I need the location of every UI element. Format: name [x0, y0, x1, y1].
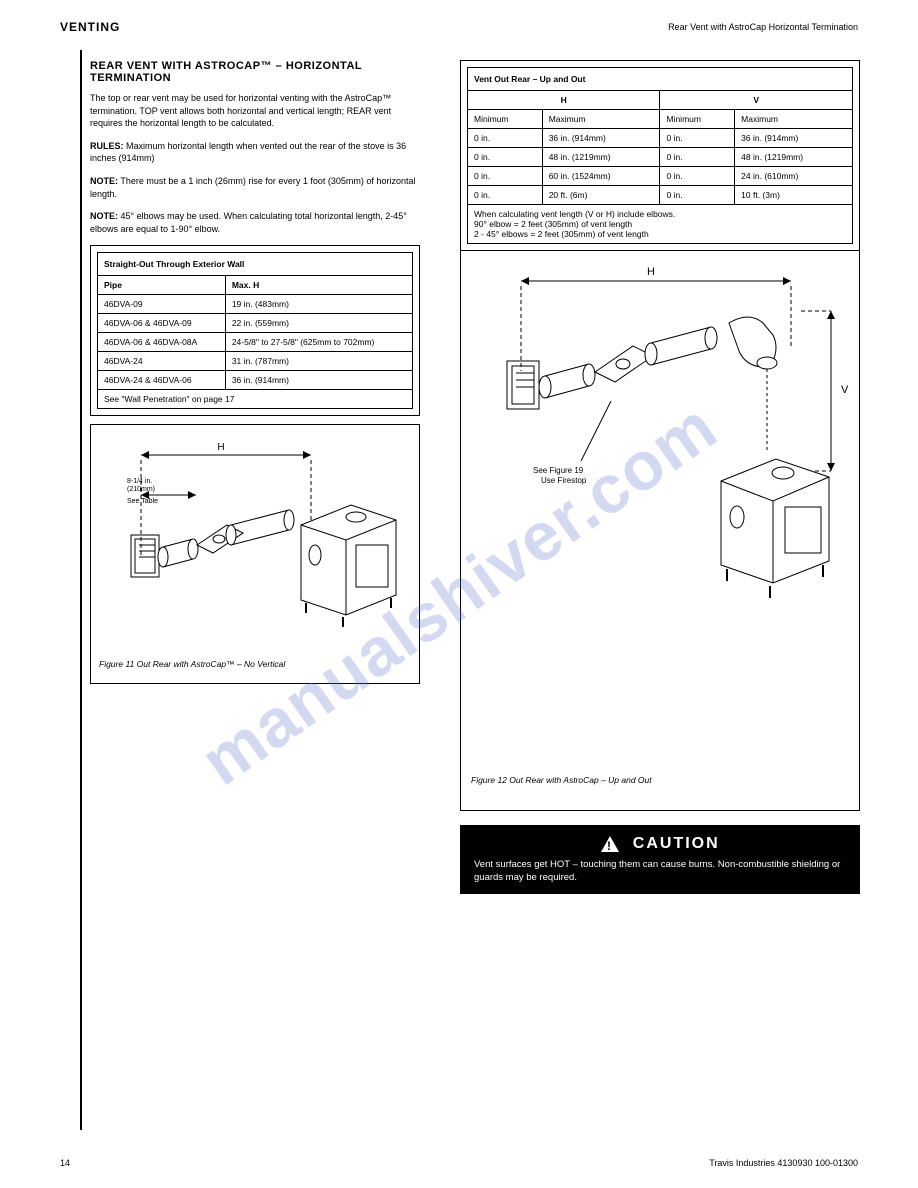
svg-text:H: H	[647, 266, 655, 278]
table1-r4c0: 46DVA-24	[98, 352, 226, 371]
t2r2c0: 0 in.	[468, 167, 543, 186]
header-left: VENTING	[60, 20, 120, 34]
svg-text:See Table: See Table	[127, 498, 158, 505]
table-row: See "Wall Penetration" on page 17	[98, 390, 413, 409]
table-row: 46DVA-09 19 in. (483mm)	[98, 295, 413, 314]
table1-r1c1: 19 in. (483mm)	[225, 295, 412, 314]
t2r2c2: 0 in.	[660, 167, 735, 186]
right-column: Vent Out Rear – Up and Out H V Minimum M…	[460, 60, 860, 894]
table-straight-out: Straight-Out Through Exterior Wall Pipe …	[97, 252, 413, 409]
note-1: NOTE: There must be a 1 inch (26mm) rise…	[90, 175, 420, 200]
warning-icon: !	[600, 835, 620, 853]
t2-h-V: V	[660, 91, 853, 110]
table1-r5c1: 36 in. (914mm)	[225, 371, 412, 390]
figure12-box: H V	[460, 251, 860, 811]
column-divider	[80, 50, 82, 1130]
dim-h-label: H	[217, 442, 224, 453]
table2-frame: Vent Out Rear – Up and Out H V Minimum M…	[460, 60, 860, 251]
t2r1c3: 48 in. (1219mm)	[735, 148, 853, 167]
t2r0c2: 0 in.	[660, 129, 735, 148]
table1-r2c1: 22 in. (559mm)	[225, 314, 412, 333]
table-row: H V	[468, 91, 853, 110]
table1-r2c0: 46DVA-06 & 46DVA-09	[98, 314, 226, 333]
table1-footnote: See "Wall Penetration" on page 17	[98, 390, 413, 409]
t2r0c3: 36 in. (914mm)	[735, 129, 853, 148]
t2-sh1: Maximum	[542, 110, 660, 129]
intro-paragraph: The top or rear vent may be used for hor…	[90, 92, 420, 130]
table-row: 46DVA-06 & 46DVA-09 22 in. (559mm)	[98, 314, 413, 333]
figure12-caption: Figure 12 Out Rear with AstroCap – Up an…	[461, 775, 859, 793]
table-row: 46DVA-24 31 in. (787mm)	[98, 352, 413, 371]
table-row: Straight-Out Through Exterior Wall	[98, 253, 413, 276]
page-header: VENTING Rear Vent with AstroCap Horizont…	[60, 20, 858, 38]
figure11-svg: H 8-1/4 in. (210mm) See Table	[91, 425, 421, 655]
note2-label: NOTE:	[90, 211, 118, 221]
svg-text:(210mm): (210mm)	[127, 486, 155, 493]
t2r3c0: 0 in.	[468, 186, 543, 205]
t2r3c2: 0 in.	[660, 186, 735, 205]
table-row: 0 in. 60 in. (1524mm) 0 in. 24 in. (610m…	[468, 167, 853, 186]
table-row: 0 in. 36 in. (914mm) 0 in. 36 in. (914mm…	[468, 129, 853, 148]
t2-h-H: H	[468, 91, 660, 110]
t2-sh3: Maximum	[735, 110, 853, 129]
figure11-caption: Figure 11 Out Rear with AstroCap™ – No V…	[91, 659, 419, 675]
table1-h0c0: Pipe	[98, 276, 226, 295]
inner-dim-text: 8-1/4 in.	[127, 478, 152, 485]
footer-right: Travis Industries 4130930 100-01300	[709, 1158, 858, 1168]
caution-heading: ! CAUTION	[474, 835, 846, 853]
table1-r3c1: 24-5/8" to 27-5/8" (625mm to 702mm)	[225, 333, 412, 352]
t2r1c0: 0 in.	[468, 148, 543, 167]
caution-body: Vent surfaces get HOT – touching them ca…	[474, 859, 846, 884]
table-row: 0 in. 20 ft. (6m) 0 in. 10 ft. (3m)	[468, 186, 853, 205]
table1-r1c0: 46DVA-09	[98, 295, 226, 314]
t2r3c1: 20 ft. (6m)	[542, 186, 660, 205]
table1-r5c0: 46DVA-24 & 46DVA-06	[98, 371, 226, 390]
t2-footnote: When calculating vent length (V or H) in…	[468, 205, 853, 244]
table1-r3c0: 46DVA-06 & 46DVA-08A	[98, 333, 226, 352]
rules-text: Maximum horizontal length when vented ou…	[90, 141, 406, 164]
svg-text:!: !	[607, 839, 613, 853]
t2r0c1: 36 in. (914mm)	[542, 129, 660, 148]
section-title: REAR VENT WITH ASTROCAP™ – HORIZONTAL TE…	[90, 60, 420, 84]
rules-block: RULES: Maximum horizontal length when ve…	[90, 140, 420, 165]
caution-label: CAUTION	[633, 835, 720, 852]
rules-label: RULES:	[90, 141, 124, 151]
table1-r4c1: 31 in. (787mm)	[225, 352, 412, 371]
table-up-and-out: Vent Out Rear – Up and Out H V Minimum M…	[467, 67, 853, 244]
figure12-svg: H V	[461, 251, 861, 771]
page-number: 14	[60, 1158, 70, 1168]
table-row: 0 in. 48 in. (1219mm) 0 in. 48 in. (1219…	[468, 148, 853, 167]
table-row: Pipe Max. H	[98, 276, 413, 295]
svg-text:Use Firestop: Use Firestop	[541, 476, 587, 485]
table-row: 46DVA-24 & 46DVA-06 36 in. (914mm)	[98, 371, 413, 390]
note1-label: NOTE:	[90, 176, 118, 186]
table2-title: Vent Out Rear – Up and Out	[468, 68, 853, 91]
table-row: 46DVA-06 & 46DVA-08A 24-5/8" to 27-5/8" …	[98, 333, 413, 352]
table-row: Minimum Maximum Minimum Maximum	[468, 110, 853, 129]
t2r1c1: 48 in. (1219mm)	[542, 148, 660, 167]
figure11-box: H 8-1/4 in. (210mm) See Table	[90, 424, 420, 684]
t2r3c3: 10 ft. (3m)	[735, 186, 853, 205]
left-column: REAR VENT WITH ASTROCAP™ – HORIZONTAL TE…	[90, 60, 420, 684]
t2r1c2: 0 in.	[660, 148, 735, 167]
table1-title: Straight-Out Through Exterior Wall	[98, 253, 413, 276]
note-2: NOTE: 45° elbows may be used. When calcu…	[90, 210, 420, 235]
note2-text: 45° elbows may be used. When calculating…	[90, 211, 407, 234]
svg-text:V: V	[841, 384, 849, 396]
svg-text:See Figure 19: See Figure 19	[533, 466, 584, 475]
table1-h0c1: Max. H	[225, 276, 412, 295]
t2-sh0: Minimum	[468, 110, 543, 129]
table-row: When calculating vent length (V or H) in…	[468, 205, 853, 244]
t2r0c0: 0 in.	[468, 129, 543, 148]
t2r2c3: 24 in. (610mm)	[735, 167, 853, 186]
caution-box: ! CAUTION Vent surfaces get HOT – touchi…	[460, 825, 860, 894]
page-footer: 14 Travis Industries 4130930 100-01300	[60, 1158, 858, 1168]
table-row: Vent Out Rear – Up and Out	[468, 68, 853, 91]
t2r2c1: 60 in. (1524mm)	[542, 167, 660, 186]
table1-frame: Straight-Out Through Exterior Wall Pipe …	[90, 245, 420, 416]
note1-text: There must be a 1 inch (26mm) rise for e…	[90, 176, 415, 199]
t2-sh2: Minimum	[660, 110, 735, 129]
header-right: Rear Vent with AstroCap Horizontal Termi…	[668, 22, 858, 32]
